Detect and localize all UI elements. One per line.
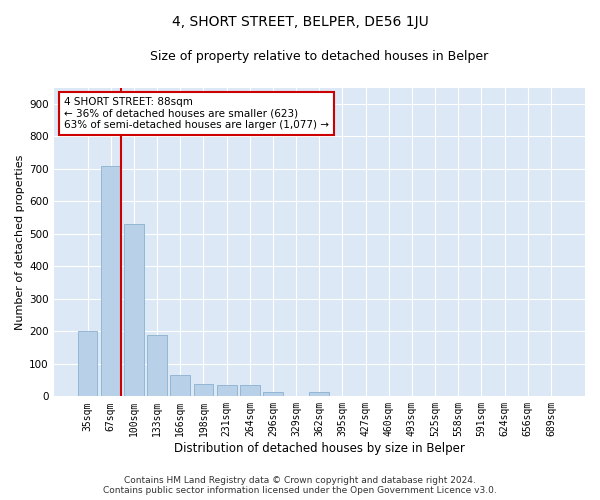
- Y-axis label: Number of detached properties: Number of detached properties: [15, 154, 25, 330]
- Bar: [124, 224, 144, 396]
- X-axis label: Distribution of detached houses by size in Belper: Distribution of detached houses by size …: [174, 442, 465, 455]
- Bar: [217, 385, 236, 396]
- Text: Contains HM Land Registry data © Crown copyright and database right 2024.
Contai: Contains HM Land Registry data © Crown c…: [103, 476, 497, 495]
- Text: 4, SHORT STREET, BELPER, DE56 1JU: 4, SHORT STREET, BELPER, DE56 1JU: [172, 15, 428, 29]
- Bar: [170, 375, 190, 396]
- Bar: [101, 166, 121, 396]
- Bar: [240, 385, 260, 396]
- Bar: [148, 334, 167, 396]
- Bar: [263, 392, 283, 396]
- Text: 4 SHORT STREET: 88sqm
← 36% of detached houses are smaller (623)
63% of semi-det: 4 SHORT STREET: 88sqm ← 36% of detached …: [64, 97, 329, 130]
- Title: Size of property relative to detached houses in Belper: Size of property relative to detached ho…: [150, 50, 488, 63]
- Bar: [78, 332, 97, 396]
- Bar: [194, 384, 214, 396]
- Bar: [310, 392, 329, 396]
